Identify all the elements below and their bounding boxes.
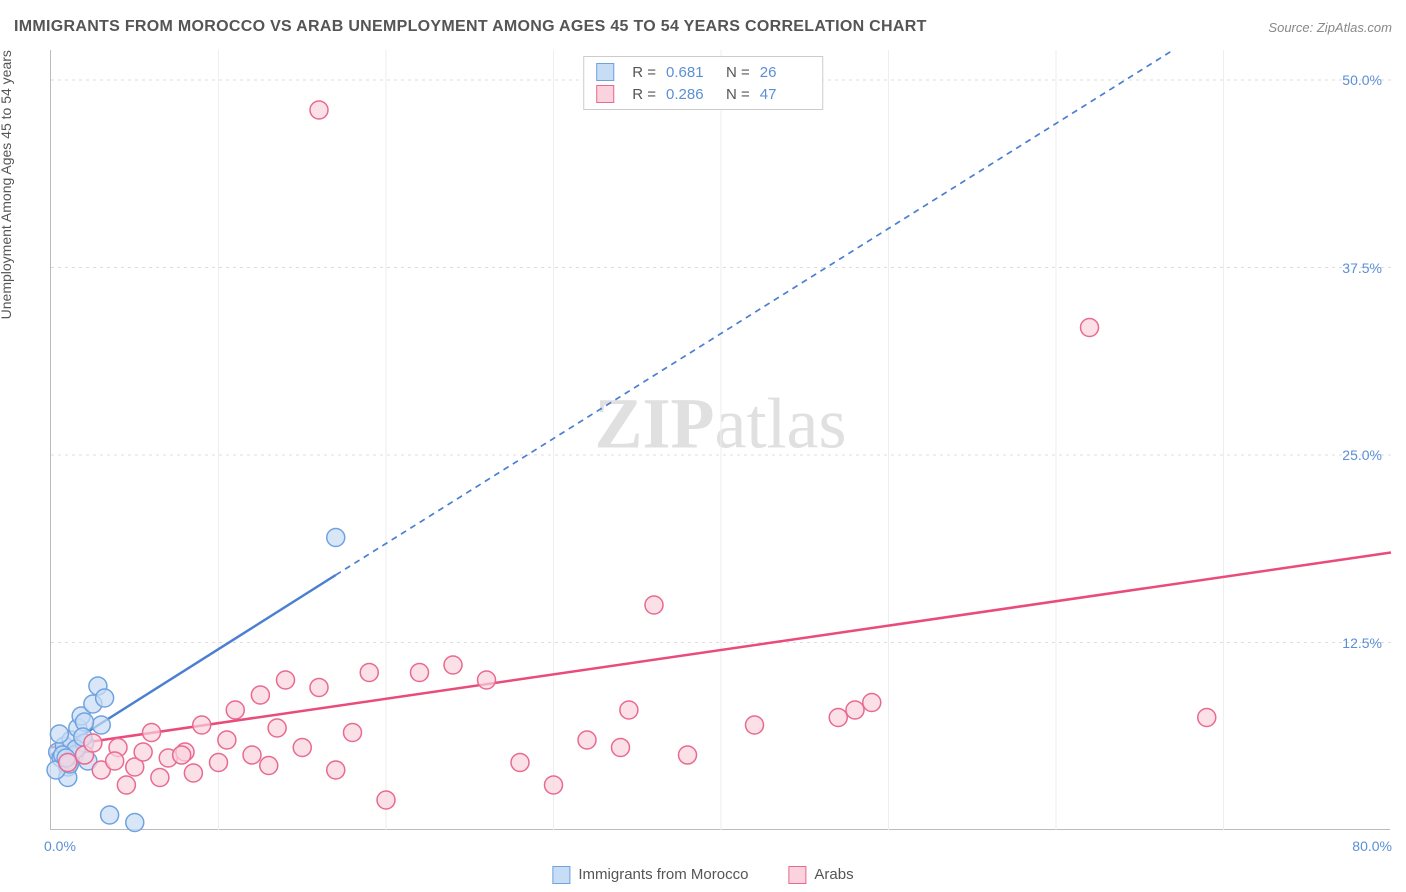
scatter-point — [184, 764, 202, 782]
x-tick-max: 80.0% — [1352, 838, 1392, 854]
scatter-point — [846, 701, 864, 719]
scatter-point — [478, 671, 496, 689]
scatter-point — [679, 746, 697, 764]
scatter-point — [310, 679, 328, 697]
scatter-point — [829, 709, 847, 727]
scatter-point — [126, 814, 144, 832]
x-axis-legend: Immigrants from Morocco Arabs — [552, 866, 853, 884]
scatter-point — [310, 101, 328, 119]
scatter-point — [173, 746, 191, 764]
y-tick-label: 37.5% — [1342, 260, 1382, 276]
scatter-point — [143, 724, 161, 742]
scatter-point — [106, 752, 124, 770]
scatter-point — [578, 731, 596, 749]
scatter-point — [444, 656, 462, 674]
n-value: 47 — [760, 86, 810, 103]
x-legend-item: Arabs — [788, 866, 853, 884]
y-tick-label: 25.0% — [1342, 447, 1382, 463]
scatter-point — [277, 671, 295, 689]
scatter-point — [620, 701, 638, 719]
r-label: R = — [632, 64, 656, 81]
scatter-point — [251, 686, 269, 704]
scatter-point — [344, 724, 362, 742]
scatter-point — [360, 664, 378, 682]
stats-row: R = 0.681 N = 26 — [596, 61, 810, 83]
scatter-point — [293, 739, 311, 757]
scatter-point — [268, 719, 286, 737]
scatter-point — [746, 716, 764, 734]
y-tick-label: 50.0% — [1342, 72, 1382, 88]
series-name: Immigrants from Morocco — [578, 866, 748, 883]
scatter-point — [545, 776, 563, 794]
scatter-point — [151, 769, 169, 787]
scatter-point — [511, 754, 529, 772]
scatter-point — [411, 664, 429, 682]
legend-swatch — [788, 866, 806, 884]
scatter-point — [327, 529, 345, 547]
legend-swatch — [596, 63, 614, 81]
scatter-point — [210, 754, 228, 772]
source-attribution: Source: ZipAtlas.com — [1268, 20, 1392, 35]
scatter-point — [327, 761, 345, 779]
scatter-point — [134, 743, 152, 761]
scatter-point — [117, 776, 135, 794]
legend-swatch — [596, 85, 614, 103]
scatter-point — [260, 757, 278, 775]
scatter-point — [96, 689, 114, 707]
r-value: 0.286 — [666, 86, 716, 103]
y-axis-label: Unemployment Among Ages 45 to 54 years — [0, 50, 14, 319]
scatter-point — [50, 725, 68, 743]
plot-svg — [51, 50, 1390, 829]
y-tick-label: 12.5% — [1342, 635, 1382, 651]
r-label: R = — [632, 86, 656, 103]
legend-swatch — [552, 866, 570, 884]
scatter-point — [218, 731, 236, 749]
x-legend-item: Immigrants from Morocco — [552, 866, 748, 884]
stats-row: R = 0.286 N = 47 — [596, 83, 810, 105]
scatter-point — [1081, 319, 1099, 337]
x-tick-min: 0.0% — [44, 838, 76, 854]
scatter-point — [1198, 709, 1216, 727]
source-label: Source: — [1268, 20, 1313, 35]
scatter-point — [92, 716, 110, 734]
n-label: N = — [726, 64, 750, 81]
n-label: N = — [726, 86, 750, 103]
scatter-point — [193, 716, 211, 734]
r-value: 0.681 — [666, 64, 716, 81]
scatter-point — [612, 739, 630, 757]
scatter-point — [377, 791, 395, 809]
scatter-point — [84, 734, 102, 752]
n-value: 26 — [760, 64, 810, 81]
scatter-point — [863, 694, 881, 712]
series-name: Arabs — [814, 866, 853, 883]
correlation-chart: IMMIGRANTS FROM MOROCCO VS ARAB UNEMPLOY… — [0, 0, 1406, 892]
scatter-point — [59, 754, 77, 772]
stats-legend: R = 0.681 N = 26 R = 0.286 N = 47 — [583, 56, 823, 110]
scatter-point — [243, 746, 261, 764]
scatter-point — [226, 701, 244, 719]
plot-area: ZIPatlas 12.5%25.0%37.5%50.0% — [50, 50, 1390, 830]
source-value: ZipAtlas.com — [1317, 20, 1392, 35]
scatter-point — [645, 596, 663, 614]
chart-title: IMMIGRANTS FROM MOROCCO VS ARAB UNEMPLOY… — [14, 18, 927, 36]
scatter-point — [101, 806, 119, 824]
